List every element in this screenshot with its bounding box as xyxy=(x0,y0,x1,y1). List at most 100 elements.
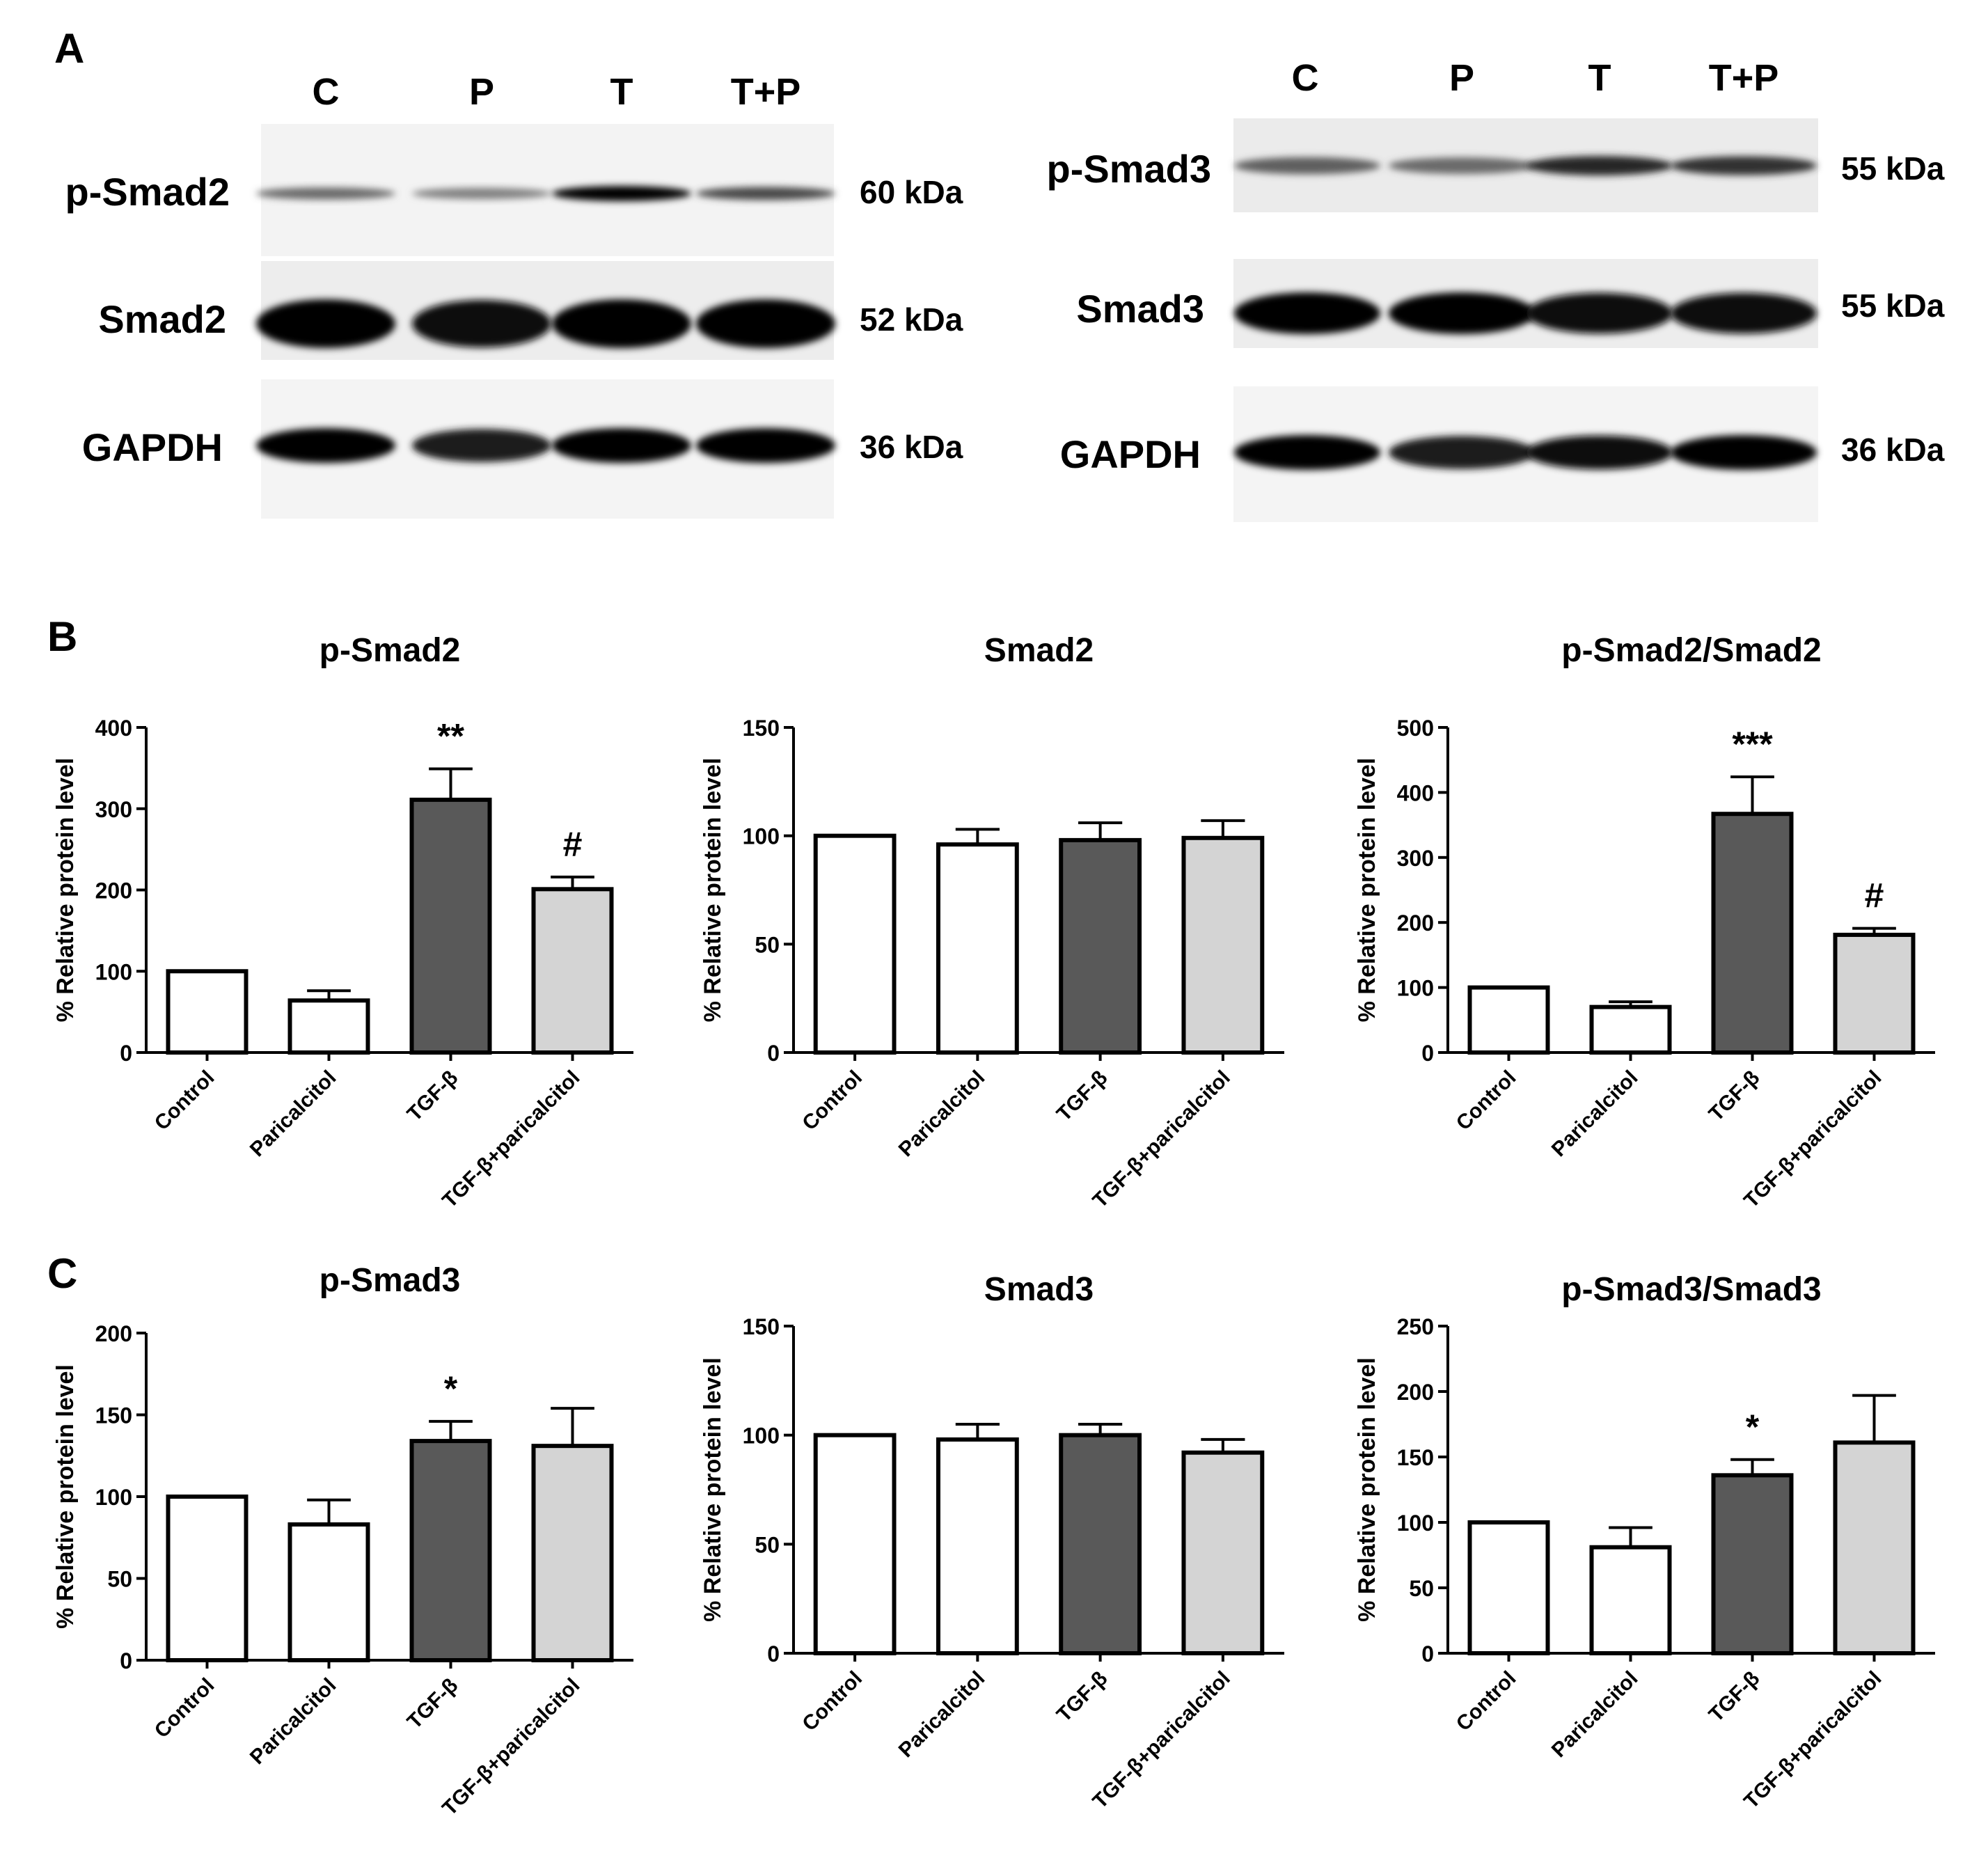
chart-2-category-2: TGF-β xyxy=(1705,1066,1765,1126)
chart-0-bar-0 xyxy=(166,969,249,1055)
blot-left-band-0-1 xyxy=(412,187,551,200)
blot-left-kda-smad2: 52 kDa xyxy=(860,301,963,338)
chart-3-ytick-label-4: 200 xyxy=(95,1321,132,1346)
blot-right-band-2-1 xyxy=(1389,436,1535,469)
blot-left-band-1-0 xyxy=(256,299,395,348)
blot-left-band-1-2 xyxy=(552,299,691,348)
chart-5-ytick-label-3: 150 xyxy=(1397,1445,1434,1470)
chart-5-bar-3 xyxy=(1833,1440,1916,1656)
chart-2-ytick-label-1: 100 xyxy=(1397,976,1434,1001)
chart-0-bar-3 xyxy=(531,887,614,1055)
chart-0-ytick-label-1: 100 xyxy=(95,959,132,984)
chart-4-bar-2 xyxy=(1059,1433,1142,1656)
chart-4-ytick-label-0: 0 xyxy=(767,1641,780,1666)
chart-0-ytick-label-4: 400 xyxy=(95,716,132,741)
bar-charts: p-Smad2 % Relative protein level 0 100 200 30… xyxy=(52,632,1935,1820)
chart-0-ytick-label-2: 200 xyxy=(95,878,132,904)
blot-right-band-2-2 xyxy=(1527,435,1673,470)
chart-4-category-2: TGF-β xyxy=(1052,1667,1112,1727)
blot-left-band-2-3 xyxy=(696,428,835,463)
chart-2-ytick-label-4: 400 xyxy=(1397,780,1434,805)
chart-0-ytick-label-3: 300 xyxy=(95,797,132,822)
chart-5-category-1: Paricalcitol xyxy=(1547,1667,1643,1763)
chart-5-category-2: TGF-β xyxy=(1705,1667,1765,1727)
chart-5-bar-2 xyxy=(1711,1473,1794,1656)
chart-3-ytick-label-3: 150 xyxy=(95,1403,132,1428)
blot-right-band-1-0 xyxy=(1234,292,1380,334)
chart-3-category-1: Paricalcitol xyxy=(246,1674,341,1769)
chart-5-ytick-label-4: 200 xyxy=(1397,1380,1434,1405)
chart-5-category-0: Control xyxy=(1452,1667,1521,1736)
chart-1-category-1: Paricalcitol xyxy=(894,1066,990,1162)
chart-3-ytick-label-2: 100 xyxy=(95,1485,132,1510)
chart-2-bar-3 xyxy=(1833,932,1916,1055)
chart-5-category-3: TGF-β+paricalcitol xyxy=(1740,1667,1886,1813)
blot-left-band-2-1 xyxy=(412,429,551,462)
blot-right-band-0-2 xyxy=(1527,156,1673,175)
blot-right-label-gapdh: GAPDH xyxy=(1060,432,1201,476)
chart-1-ytick-label-2: 100 xyxy=(743,824,780,849)
blot-left-band-0-2 xyxy=(552,186,691,201)
chart-0-ylabel: % Relative protein level xyxy=(52,758,79,1023)
blot-right-band-2-3 xyxy=(1671,435,1817,470)
chart-1-bar-3 xyxy=(1181,835,1265,1055)
chart-3-bar-0 xyxy=(166,1495,249,1662)
chart-4-bar-3 xyxy=(1181,1450,1265,1656)
chart-4-title: Smad3 xyxy=(984,1271,1094,1308)
chart-2-bar-2 xyxy=(1711,812,1794,1055)
chart-5: p-Smad3/Smad3 % Relative protein level 0 50… xyxy=(1354,1271,1935,1813)
chart-3-category-2: TGF-β xyxy=(403,1674,463,1734)
blot-right-lane-p: P xyxy=(1449,57,1474,99)
chart-5-ytick-label-0: 0 xyxy=(1421,1641,1434,1666)
chart-3: p-Smad3 % Relative protein level 0 50 100 150… xyxy=(52,1262,633,1820)
chart-4-ytick-label-1: 50 xyxy=(755,1532,780,1557)
chart-0-category-2: TGF-β xyxy=(403,1066,463,1126)
chart-4-category-1: Paricalcitol xyxy=(894,1667,990,1763)
chart-2-category-0: Control xyxy=(1452,1066,1521,1135)
chart-5-title: p-Smad3/Smad3 xyxy=(1561,1271,1821,1308)
chart-4-ytick-label-3: 150 xyxy=(743,1314,780,1339)
chart-0-title: p-Smad2 xyxy=(320,632,461,669)
chart-4-bar-1 xyxy=(936,1437,1019,1656)
chart-1-ytick-label-1: 50 xyxy=(755,932,780,957)
blot-left-band-1-3 xyxy=(696,299,835,348)
chart-4-category-3: TGF-β+paricalcitol xyxy=(1089,1667,1235,1813)
chart-5-ytick-label-2: 100 xyxy=(1397,1511,1434,1536)
chart-2-ytick-label-5: 500 xyxy=(1397,716,1434,741)
blot-right-band-1-3 xyxy=(1671,292,1817,334)
blot-right-label-smad3: Smad3 xyxy=(1076,287,1204,331)
blot-right-lane-t: T xyxy=(1588,57,1611,99)
blot-right-band-0-1 xyxy=(1389,157,1535,174)
chart-2-bar-0 xyxy=(1467,985,1550,1055)
chart-3-category-3: TGF-β+paricalcitol xyxy=(438,1674,584,1820)
blot-left-lane-tp: T+P xyxy=(731,71,801,113)
blot-right-kda-gapdh: 36 kDa xyxy=(1841,432,1945,468)
blot-left-lane-t: T xyxy=(610,71,633,113)
blot-right-band-1-2 xyxy=(1527,292,1673,334)
chart-4-ylabel: % Relative protein level xyxy=(700,1357,726,1622)
blot-right-label-psmad3: p-Smad3 xyxy=(1047,147,1212,191)
blot-right-band-2-0 xyxy=(1234,435,1380,470)
chart-5-ytick-label-1: 50 xyxy=(1409,1576,1434,1601)
chart-5-ytick-label-5: 250 xyxy=(1397,1314,1434,1339)
blot-right-band-1-1 xyxy=(1389,292,1535,334)
blot-left-kda-psmad2: 60 kDa xyxy=(860,174,963,210)
chart-0-category-0: Control xyxy=(150,1066,219,1135)
blot-left-band-2-2 xyxy=(552,428,691,463)
blot-right-lane-c: C xyxy=(1292,57,1319,99)
chart-2-category-1: Paricalcitol xyxy=(1547,1066,1643,1162)
chart-3-bar-3 xyxy=(531,1444,614,1662)
blot-right-kda-psmad3: 55 kDa xyxy=(1841,150,1945,187)
panel-label-b: B xyxy=(47,613,77,660)
chart-0: p-Smad2 % Relative protein level 0 100 200 30… xyxy=(52,632,633,1213)
chart-3-ytick-label-0: 0 xyxy=(120,1648,132,1673)
blot-left-band-0-0 xyxy=(256,187,395,200)
chart-0-ytick-label-0: 0 xyxy=(120,1041,132,1066)
chart-1-bar-0 xyxy=(813,833,897,1055)
chart-1-bar-2 xyxy=(1059,837,1142,1055)
panel-label-a: A xyxy=(54,25,84,72)
blot-left: C P T T+P p-Smad2 Smad2 GAPDH 60 kDa 52 … xyxy=(65,71,963,519)
panel-label-c: C xyxy=(47,1250,77,1297)
chart-3-annotation-2: * xyxy=(444,1369,458,1408)
